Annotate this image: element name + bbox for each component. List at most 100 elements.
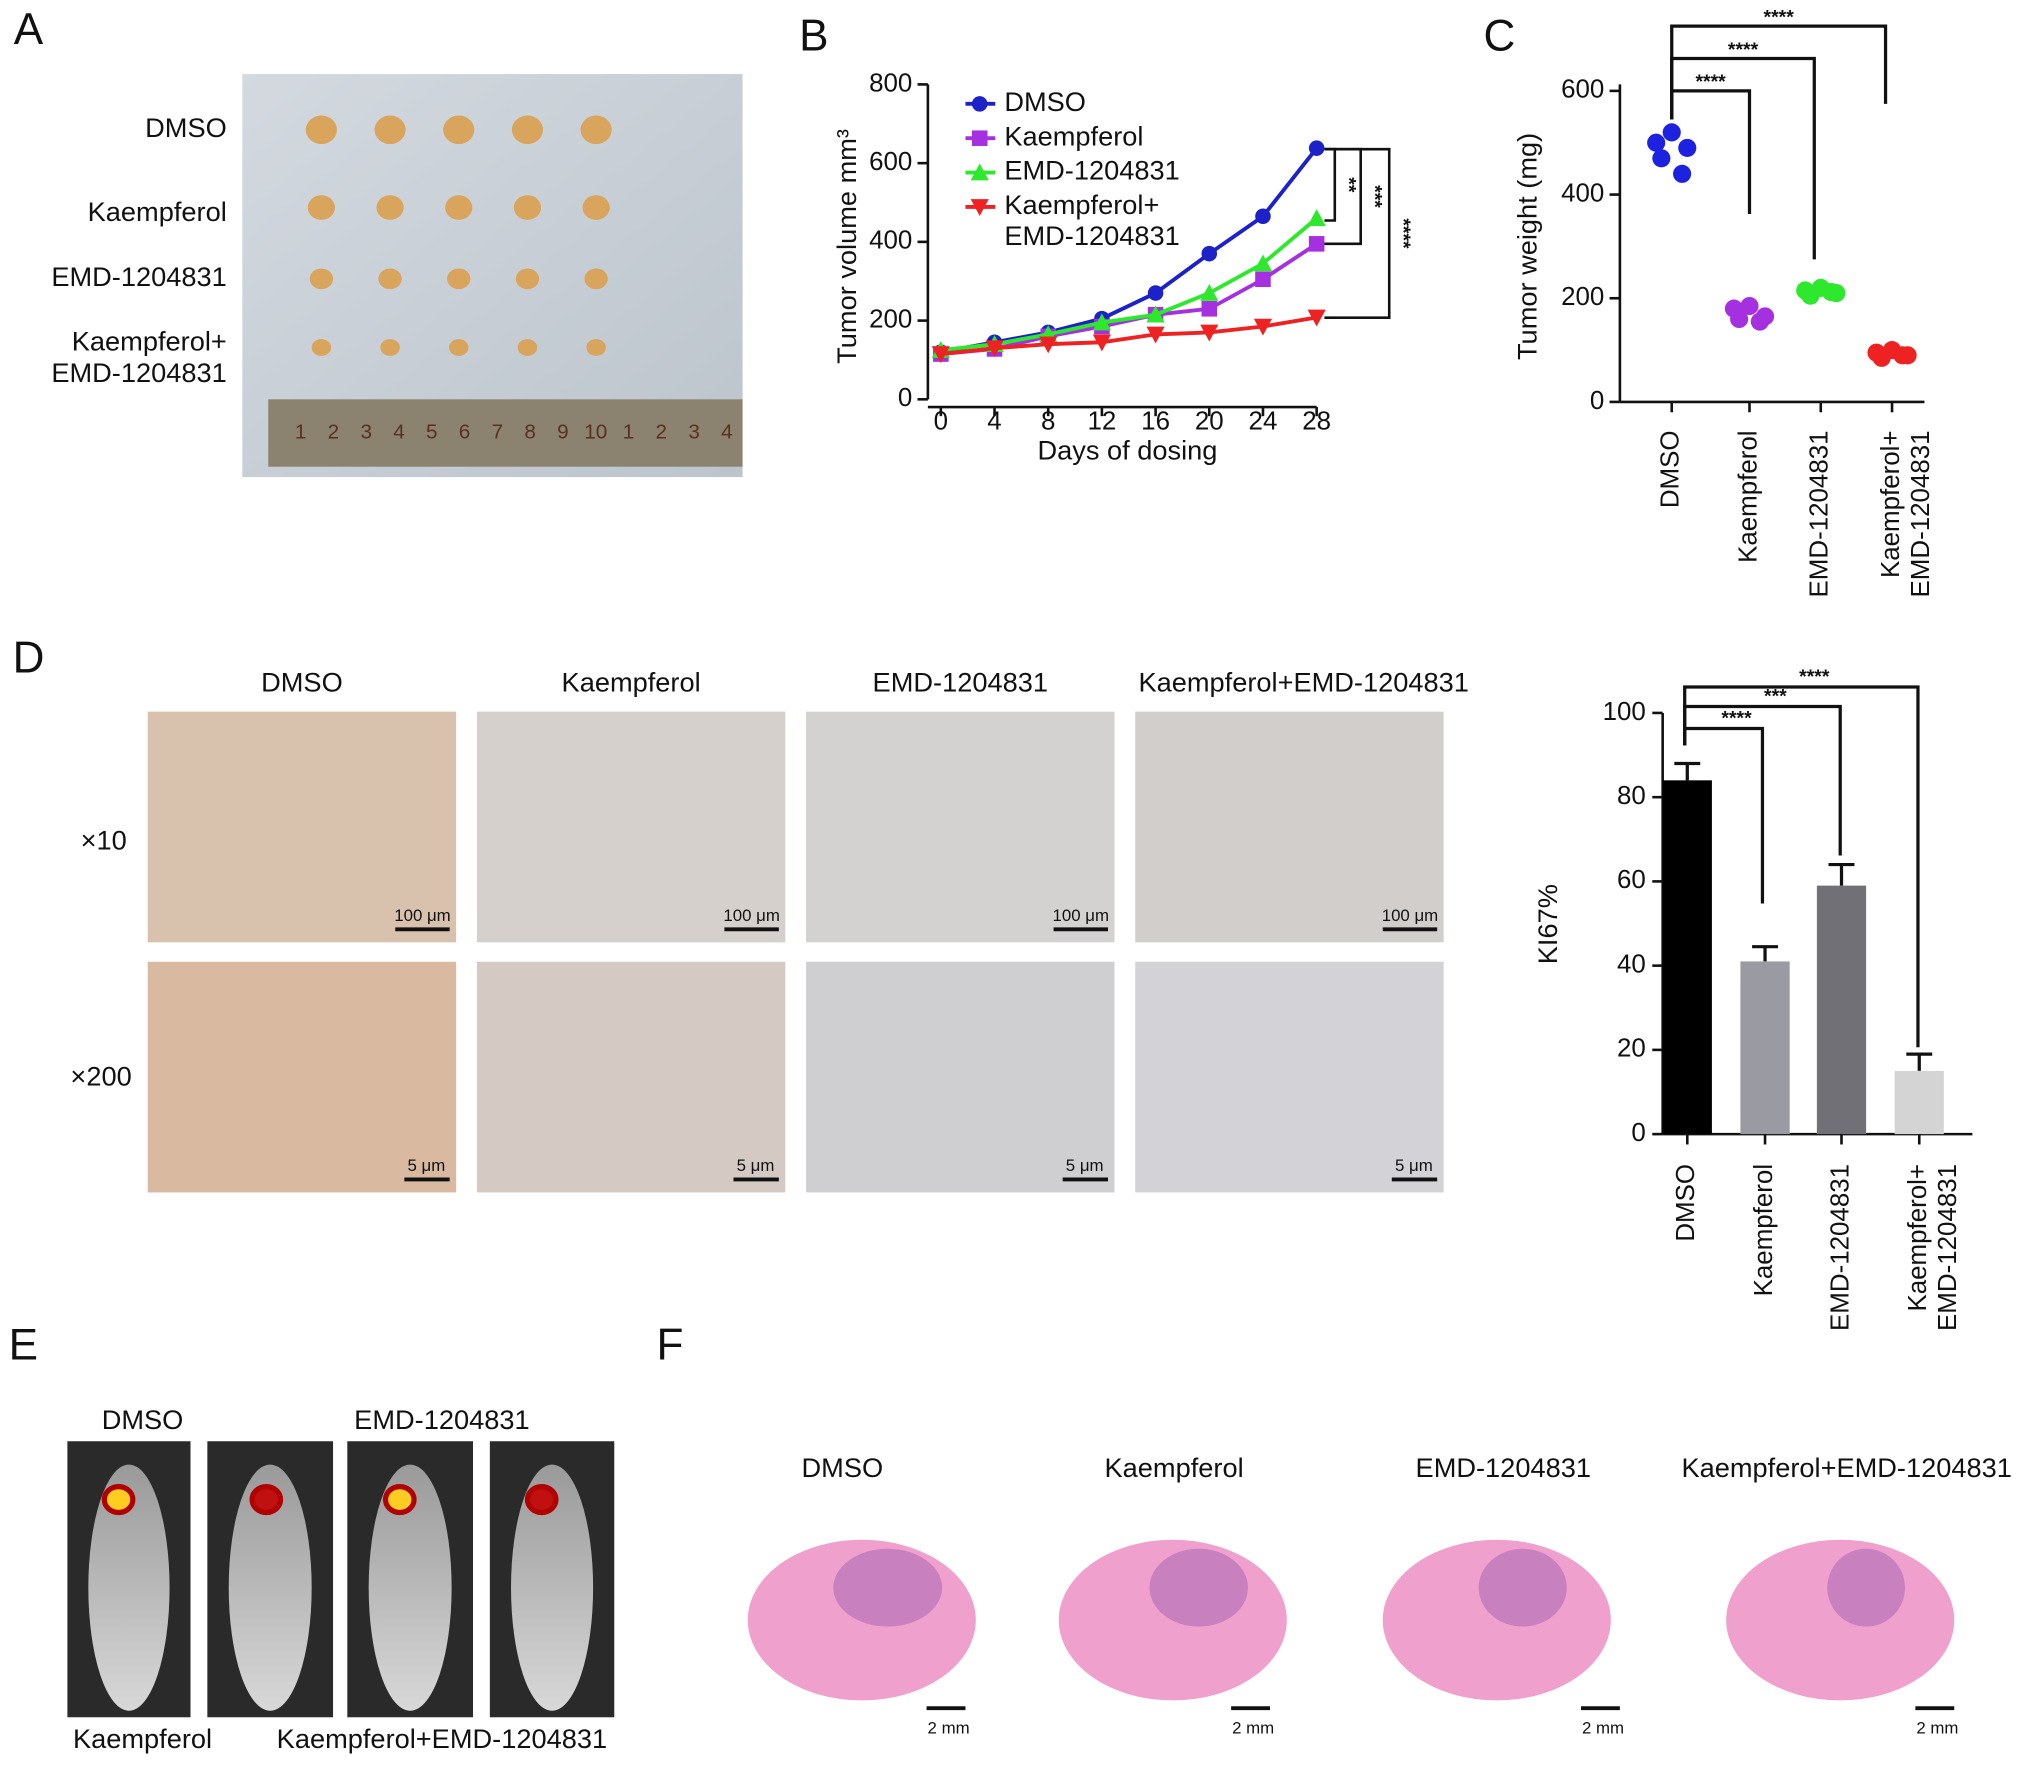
significance-bracket — [1324, 147, 1391, 319]
marker — [1307, 309, 1326, 327]
label: Kaempferol+EMD-1204831 — [1681, 1452, 2011, 1483]
label: 2 — [656, 420, 668, 443]
histology-image — [147, 711, 457, 943]
label: *** — [1764, 686, 1787, 708]
bar — [1740, 961, 1790, 1135]
label: DMSO — [1657, 430, 1685, 508]
histology-image — [806, 711, 1115, 943]
label: 8 — [524, 420, 536, 443]
label: DMSO — [102, 1404, 184, 1435]
imaging-photos — [67, 1441, 615, 1718]
label: DMSO — [1004, 86, 1086, 117]
label: 1 — [295, 420, 307, 443]
label: Tumor weight (mg) — [1511, 133, 1542, 360]
label: 16 — [1141, 407, 1170, 435]
label: 100 μm — [1382, 906, 1438, 925]
marker — [1201, 301, 1218, 317]
tumor — [511, 115, 543, 145]
series-line — [940, 315, 1317, 356]
label: **** — [1799, 666, 1830, 688]
tumors — [305, 115, 612, 356]
label: 5 μm — [1066, 1156, 1104, 1175]
label: Kaempferol — [1750, 1164, 1778, 1296]
mouse — [228, 1464, 312, 1711]
significance-bracket — [1324, 147, 1363, 246]
marker — [1200, 283, 1219, 301]
label: ** — [1338, 177, 1360, 193]
marker — [1201, 245, 1218, 262]
tumor — [305, 115, 337, 145]
label: 5 μm — [1395, 1156, 1433, 1175]
tumor-region — [833, 1548, 943, 1627]
label: 400 — [869, 227, 912, 255]
histology-image — [806, 961, 1115, 1193]
label: EMD-1204831 — [1416, 1452, 1591, 1483]
label: 10 — [584, 420, 607, 443]
legend-marker — [970, 163, 989, 181]
tumor — [449, 339, 469, 356]
tumor — [517, 339, 538, 356]
series-line — [940, 216, 1318, 353]
marker — [1092, 334, 1111, 352]
marker — [1253, 254, 1273, 272]
error-bar — [1906, 1052, 1933, 1071]
significance-bracket — [1670, 56, 1816, 260]
label: Kaempferol — [73, 1723, 212, 1754]
mouse — [368, 1464, 452, 1711]
point — [1678, 138, 1697, 157]
marker — [1255, 271, 1271, 288]
histology-image — [476, 961, 786, 1193]
tumor — [513, 195, 542, 220]
label: 7 — [492, 420, 504, 443]
point — [1801, 286, 1820, 305]
label: 2 mm — [1582, 1718, 1624, 1737]
significance-bracket — [1324, 147, 1337, 222]
marker — [1146, 326, 1165, 344]
point — [1673, 164, 1692, 183]
point — [1730, 309, 1749, 329]
label: EMD-1204831 — [1806, 430, 1834, 597]
label: 5 μm — [407, 1156, 445, 1175]
bar — [1662, 780, 1712, 1135]
mouse — [88, 1464, 170, 1711]
tumor — [374, 115, 406, 145]
label: 20 — [1195, 407, 1224, 435]
marker — [1308, 236, 1325, 252]
label: F — [657, 1321, 684, 1370]
label: 100 μm — [1053, 906, 1109, 925]
marker — [931, 346, 950, 364]
label: 40 — [1617, 950, 1646, 978]
ruler — [268, 399, 743, 467]
label: A — [14, 5, 44, 54]
label: DMSO — [1672, 1164, 1700, 1242]
label: Kaempferol+EMD-1204831 — [1877, 430, 1935, 597]
label: Kaempferol — [1105, 1452, 1244, 1483]
label: 2 mm — [928, 1718, 970, 1737]
label: **** — [1695, 71, 1726, 93]
label: 100 μm — [723, 906, 779, 925]
label: Kaempferol+EMD-1204831 — [1004, 189, 1179, 251]
label: 600 — [869, 148, 912, 176]
histology-image — [476, 711, 786, 943]
tumor — [380, 339, 400, 356]
error-bar — [1752, 945, 1778, 962]
label: Kaempferol+EMD-1204831 — [1138, 667, 1468, 698]
tumor — [311, 339, 332, 356]
label: ×200 — [70, 1061, 131, 1092]
label: 0 — [1631, 1119, 1645, 1147]
tumor-region — [1478, 1548, 1567, 1627]
label: 200 — [869, 305, 912, 333]
label: 12 — [1087, 407, 1116, 435]
label: EMD-1204831 — [1826, 1164, 1854, 1331]
histology-image — [1135, 711, 1444, 943]
label: 600 — [1561, 76, 1604, 104]
tumor — [443, 115, 475, 145]
mouse — [511, 1464, 594, 1711]
marker — [1308, 140, 1325, 156]
label: 3 — [688, 420, 700, 443]
label: 6 — [459, 420, 471, 443]
label: 200 — [1561, 283, 1604, 311]
label: 1 — [623, 420, 635, 443]
label: 4 — [987, 407, 1001, 435]
